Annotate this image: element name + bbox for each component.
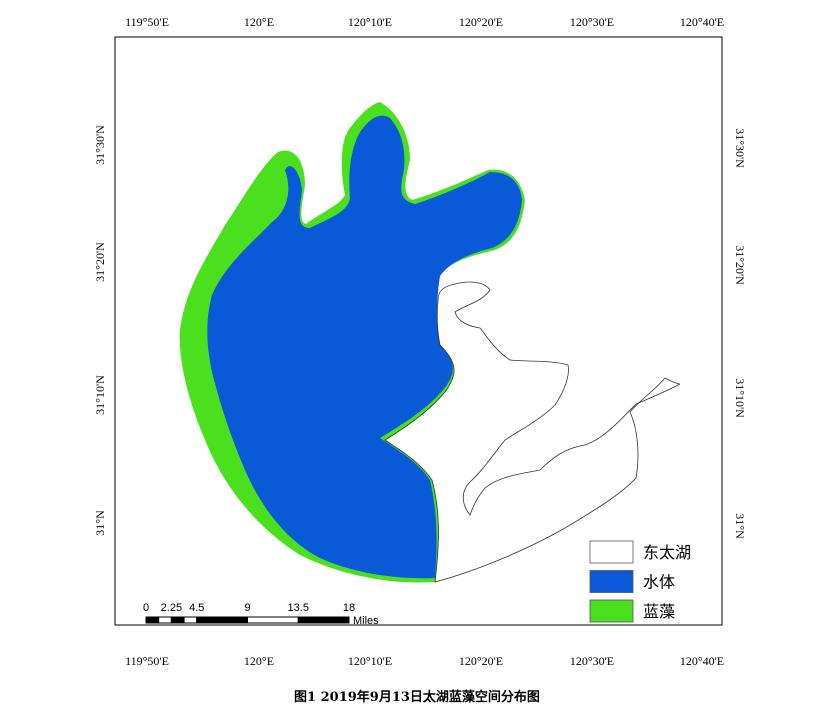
latitude-label: 31°10'N [93, 375, 107, 415]
latitude-label: 31°N [93, 510, 107, 536]
latitude-label: 31°30'N [93, 125, 107, 165]
scale-segment [158, 616, 172, 624]
water-area [207, 115, 522, 579]
legend-label: 蓝藻 [643, 602, 675, 621]
scale-label: 0 [143, 602, 149, 614]
legend-label: 东太湖 [643, 543, 691, 562]
latitude-label: 31°N [733, 513, 747, 539]
scale-segment [297, 616, 350, 624]
longitude-label: 119°50'E [125, 654, 169, 668]
scale-segment [196, 616, 248, 624]
longitude-label: 120°10'E [348, 654, 392, 668]
legend-label: 水体 [643, 573, 675, 592]
scale-segment [183, 616, 198, 624]
latitude-label: 31°30'N [733, 128, 747, 168]
longitude-label: 120°40'E [680, 654, 724, 668]
east-taihu-area [384, 281, 681, 583]
longitude-label: 120°30'E [570, 654, 614, 668]
longitude-label: 120°20'E [459, 654, 503, 668]
longitude-label: 120°10'E [348, 15, 392, 29]
scale-label: 4.5 [189, 602, 204, 614]
longitude-label: 119°50'E [125, 15, 169, 29]
latitude-label: 31°20'N [733, 245, 747, 285]
latitude-label: 31°10'N [733, 378, 747, 418]
legend-swatch [589, 570, 634, 593]
longitude-label: 120°E [244, 654, 274, 668]
scale-segment [170, 616, 185, 624]
scale-label: 2.25 [161, 602, 182, 614]
scale-label: 9 [244, 602, 250, 614]
longitude-label: 120°E [244, 15, 274, 29]
longitude-label: 120°30'E [570, 15, 614, 29]
scale-segment [247, 616, 299, 624]
scale-segment [145, 616, 160, 624]
legend-swatch [589, 599, 634, 623]
scale-label: 18 [343, 602, 355, 614]
latitude-label: 31°20'N [93, 242, 107, 282]
longitude-label: 120°40'E [680, 15, 724, 29]
scale-label: 13.5 [288, 602, 309, 614]
legend-swatch [589, 540, 634, 564]
caption: 图1 2019年9月13日太湖蓝藻空间分布图 [294, 689, 540, 705]
scale-unit: Miles [353, 615, 379, 627]
longitude-label: 120°20'E [459, 15, 503, 29]
